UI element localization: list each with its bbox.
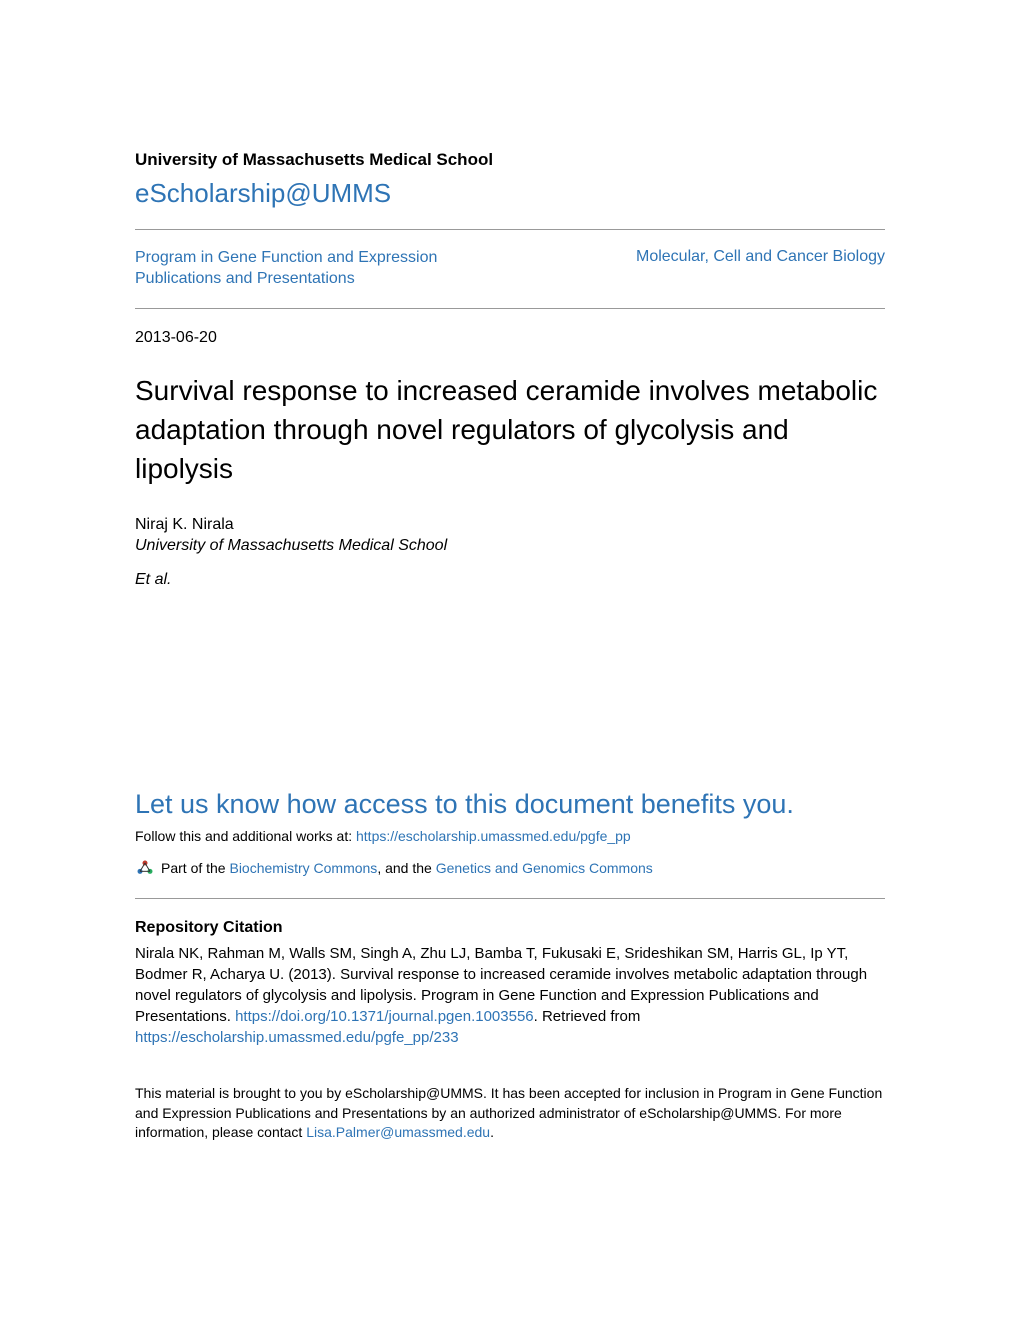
benefits-link[interactable]: Let us know how access to this document … [135, 789, 885, 820]
partof-mid: , and the [377, 860, 435, 876]
follow-prefix: Follow this and additional works at: [135, 828, 356, 844]
partof-row: Part of the Biochemistry Commons, and th… [135, 858, 885, 878]
divider-citation [135, 898, 885, 899]
partof-text: Part of the Biochemistry Commons, and th… [161, 860, 653, 876]
doi-link[interactable]: https://doi.org/10.1371/journal.pgen.100… [235, 1008, 534, 1025]
follow-text: Follow this and additional works at: htt… [135, 828, 885, 844]
partof-link-1[interactable]: Biochemistry Commons [229, 860, 377, 876]
partof-link-2[interactable]: Genetics and Genomics Commons [436, 860, 653, 876]
paper-title: Survival response to increased ceramide … [135, 371, 885, 489]
etal-text: Et al. [135, 571, 885, 589]
footer-body-1: This material is brought to you by eScho… [135, 1085, 882, 1140]
citation-body-2: . Retrieved from [534, 1008, 641, 1025]
breadcrumb-nav: Program in Gene Function and Expression … [135, 248, 885, 290]
institution-name: University of Massachusetts Medical Scho… [135, 150, 885, 170]
repository-name-link[interactable]: eScholarship@UMMS [135, 178, 885, 209]
divider-top [135, 229, 885, 230]
publication-date: 2013-06-20 [135, 329, 885, 347]
citation-text: Nirala NK, Rahman M, Walls SM, Singh A, … [135, 943, 885, 1048]
program-link[interactable]: Program in Gene Function and Expression … [135, 248, 510, 290]
footer-text: This material is brought to you by eScho… [135, 1084, 885, 1143]
retrieved-url-link[interactable]: https://escholarship.umassmed.edu/pgfe_p… [135, 1029, 459, 1046]
footer-body-2: . [490, 1124, 494, 1140]
divider-nav [135, 308, 885, 309]
follow-url-link[interactable]: https://escholarship.umassmed.edu/pgfe_p… [356, 828, 631, 844]
author-affiliation: University of Massachusetts Medical Scho… [135, 537, 885, 555]
author-name: Niraj K. Nirala [135, 516, 885, 534]
citation-heading: Repository Citation [135, 919, 885, 937]
contact-email-link[interactable]: Lisa.Palmer@umassmed.edu [306, 1124, 490, 1140]
department-link[interactable]: Molecular, Cell and Cancer Biology [636, 248, 885, 266]
network-icon [135, 858, 155, 878]
partof-prefix: Part of the [161, 860, 229, 876]
